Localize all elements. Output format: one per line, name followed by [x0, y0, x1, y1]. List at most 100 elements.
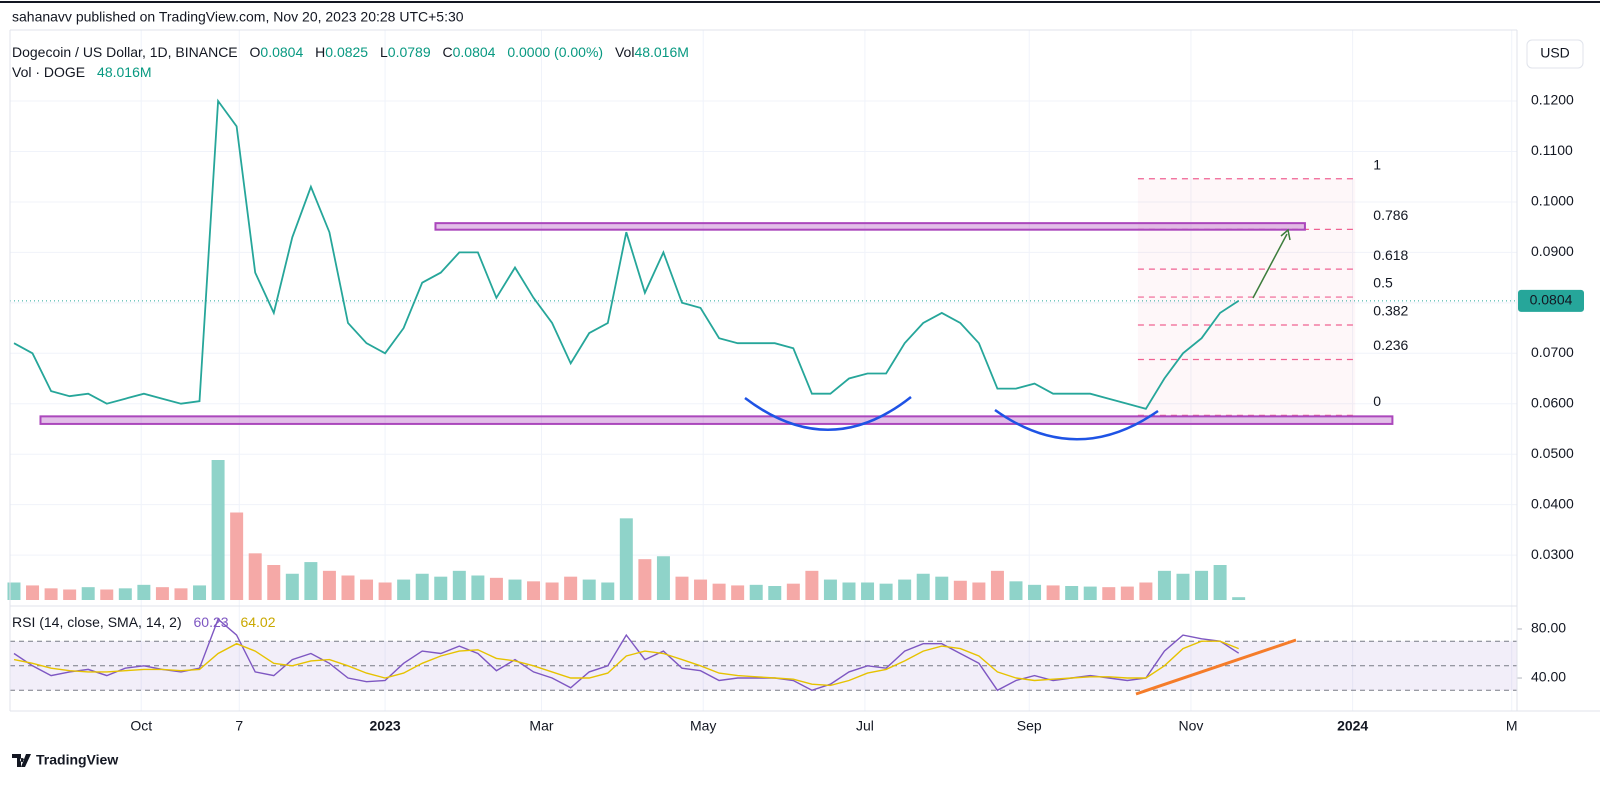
currency-button[interactable]	[1526, 39, 1584, 69]
volume-bar	[1065, 586, 1079, 600]
volume-bar	[675, 576, 689, 600]
volume-value: 48.016M	[634, 44, 688, 60]
x-tick-label: 2023	[370, 718, 401, 734]
fib-label: 0	[1373, 393, 1381, 409]
high-label: H	[315, 44, 325, 60]
open-label: O	[250, 44, 261, 60]
volume-bar	[1139, 582, 1153, 600]
volume-bar	[174, 588, 188, 600]
price-line	[13, 98, 1240, 410]
volume-bar	[656, 556, 670, 600]
x-tick-label: Nov	[1178, 718, 1203, 734]
x-tick-label: Jul	[856, 718, 874, 734]
volume-name: Vol · DOGE	[12, 64, 85, 80]
volume-bar	[898, 579, 912, 600]
fib-label: 0.618	[1373, 247, 1408, 263]
volume-bar	[619, 518, 633, 600]
volume-last: 48.016M	[97, 64, 151, 80]
fib-label: 0.5	[1373, 275, 1393, 291]
volume-bar	[44, 588, 58, 600]
y-tick-label: 0.1000	[1531, 193, 1574, 209]
volume-bar	[935, 576, 949, 600]
volume-bar	[378, 582, 392, 600]
volume-bar	[81, 587, 95, 600]
volume-bar	[63, 589, 77, 600]
volume-bar	[731, 585, 745, 600]
x-tick-label: Oct	[130, 718, 152, 734]
close-value: 0.0804	[453, 44, 496, 60]
volume-bar	[1009, 581, 1023, 600]
rsi-line	[13, 640, 1239, 687]
y-tick-label: 0.1200	[1531, 92, 1574, 108]
volume-bar	[397, 579, 411, 600]
volume-bar	[990, 570, 1004, 600]
low-label: L	[380, 44, 388, 60]
symbol-name: Dogecoin / US Dollar, 1D, BINANCE	[12, 44, 238, 60]
x-tick-label: Mar	[529, 718, 553, 734]
currency-label[interactable]: USD	[1540, 45, 1570, 61]
volume-bar	[786, 583, 800, 600]
y-tick-label: 0.0400	[1531, 495, 1574, 511]
volume-bar	[1213, 565, 1227, 600]
last-price-box	[1518, 289, 1584, 312]
volume-bar	[211, 460, 225, 600]
volume-bar	[7, 582, 21, 600]
volume-label: Vol	[615, 44, 634, 60]
volume-bar	[1120, 586, 1134, 600]
y-tick-label: 0.0700	[1531, 344, 1574, 360]
volume-bar	[842, 582, 856, 600]
volume-bar	[823, 579, 837, 600]
volume-bar	[972, 582, 986, 600]
volume-bar	[489, 577, 503, 600]
rsi-title: RSI (14, close, SMA, 14, 2)	[12, 614, 182, 630]
y-tick-label: 0.0600	[1531, 394, 1574, 410]
volume-bar	[601, 582, 615, 600]
low-value: 0.0789	[388, 44, 431, 60]
rsi-line	[13, 618, 1240, 692]
trend-line	[1135, 638, 1297, 696]
volume-bar	[712, 583, 726, 600]
price-zone	[39, 415, 1394, 425]
volume-bar	[415, 573, 429, 600]
footer-logo: TradingView	[12, 752, 118, 768]
rsi-last: 60.23	[194, 614, 229, 630]
volume-bar	[304, 562, 318, 600]
volume-bar	[1157, 570, 1171, 600]
change-value: 0.0000 (0.00%)	[507, 44, 603, 60]
fib-label: 0.786	[1373, 207, 1408, 223]
volume-legend: Vol · DOGE 48.016M	[12, 64, 152, 80]
volume-bar	[322, 570, 336, 600]
volume-bar	[1028, 584, 1042, 600]
x-tick-label: May	[690, 718, 716, 734]
volume-bar	[545, 582, 559, 600]
x-tick-label: 2024	[1337, 718, 1368, 734]
arrow-head	[1280, 228, 1291, 241]
volume-bar	[805, 570, 819, 600]
volume-bar	[861, 582, 875, 600]
rsi-legend: RSI (14, close, SMA, 14, 2) 60.23 64.02	[12, 614, 276, 630]
publisher-line: sahanavv published on TradingView.com, N…	[12, 9, 464, 25]
last-price-label: 0.0804	[1530, 292, 1573, 308]
volume-bar	[768, 586, 782, 600]
volume-bar	[582, 579, 596, 600]
open-value: 0.0804	[260, 44, 303, 60]
volume-bar	[341, 575, 355, 600]
cup-arc	[744, 396, 912, 431]
volume-bar	[638, 559, 652, 600]
fib-label: 0.236	[1373, 337, 1408, 353]
volume-bar	[155, 587, 169, 600]
price-zone	[434, 222, 1306, 231]
rsi-sma-last: 64.02	[240, 614, 275, 630]
volume-bar	[434, 576, 448, 600]
volume-bar	[1102, 587, 1116, 600]
x-tick-label: M	[1506, 718, 1518, 734]
volume-bar	[452, 570, 466, 600]
cup-arc	[994, 408, 1159, 441]
y-tick-label: 0.1100	[1531, 142, 1573, 158]
symbol-legend: Dogecoin / US Dollar, 1D, BINANCE O0.080…	[12, 44, 689, 60]
volume-bar	[193, 585, 207, 600]
volume-bar	[118, 588, 132, 600]
volume-bar	[1176, 573, 1190, 600]
